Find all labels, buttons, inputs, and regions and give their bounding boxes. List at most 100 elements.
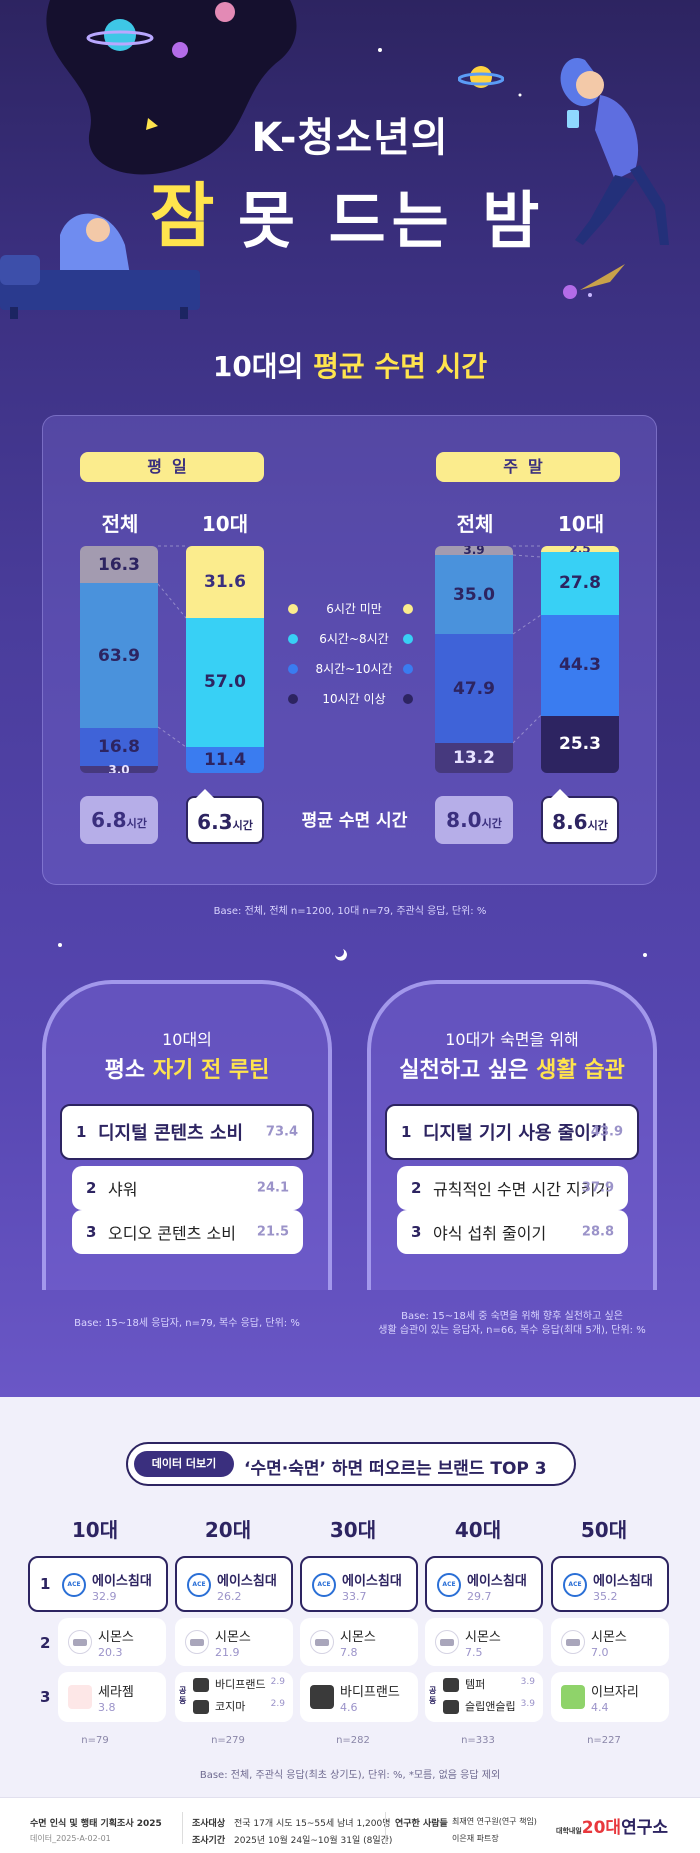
footer-report: 수면 인식 및 행태 기획조사 2025	[30, 1819, 162, 1829]
sample-size-label: n=79	[81, 1735, 109, 1746]
bar-segment: 2.5	[541, 546, 619, 556]
simmons-mattress-icon	[310, 1630, 334, 1654]
legend-item: 10시간 이상	[288, 686, 413, 716]
brand-value: 3.8	[98, 1701, 116, 1714]
brand-value: 21.9	[215, 1646, 240, 1659]
rank-number: 3	[411, 1223, 422, 1241]
brand-name: 시몬스	[215, 1630, 251, 1645]
rank-number: 1	[40, 1575, 51, 1593]
brand-logo-icon	[310, 1685, 334, 1709]
brand-value: 29.7	[467, 1590, 492, 1603]
sample-size-label: n=333	[461, 1735, 495, 1746]
weekday-label: 평일	[80, 452, 264, 482]
brand-card-rank-2: 시몬스 20.3	[58, 1618, 166, 1666]
bar-segment: 63.9	[80, 583, 158, 729]
brand-card-rank-3: 공동 템퍼 3.9 슬립앤슬립 3.9	[425, 1672, 543, 1722]
routine-left-head-a: 평소	[104, 1058, 146, 1083]
rank-name: 샤워	[108, 1180, 138, 1199]
footer-people-label: 연구한 사람들	[395, 1819, 448, 1829]
legend-label: 6시간~8시간	[319, 632, 389, 646]
research-lab-logo: 대학내일20대연구소	[556, 1813, 668, 1838]
footer-period-label: 조사기간	[192, 1836, 226, 1846]
age-column-heading: 40대	[454, 1518, 502, 1542]
routine-right-head-b: 생활 습관	[536, 1058, 625, 1083]
routine-right-head-a: 실천하고 싶은	[399, 1058, 529, 1083]
routine-right-head: 실천하고 싶은 생활 습관	[367, 1052, 657, 1084]
legend-dot-left	[288, 694, 298, 704]
rank-number: 3	[86, 1223, 97, 1241]
age-column-heading: 30대	[329, 1518, 377, 1542]
bar-segment: 35.0	[435, 554, 513, 635]
bar-segment: 57.0	[186, 617, 264, 748]
avg-box-all-weekend: 8.0시간	[435, 796, 513, 844]
brand-value: 3.9	[520, 1677, 535, 1687]
rank-number: 2	[411, 1179, 422, 1197]
rank-value: 43.9	[590, 1124, 623, 1140]
brand-value: 33.7	[342, 1590, 367, 1603]
bar-segment: 3.9	[435, 546, 513, 557]
footer-code: 데이터_2025-A-02-01	[30, 1834, 111, 1843]
rank-name: 규칙적인 수면 시간 지키기	[433, 1180, 611, 1199]
rank-value: 73.4	[265, 1124, 298, 1140]
footer-period: 2025년 10월 24일~10월 31일 (8일간)	[234, 1836, 393, 1846]
footer	[0, 1797, 700, 1853]
legend-dot-right	[403, 694, 413, 704]
ace-bed-logo-icon: ACE	[62, 1573, 86, 1597]
ace-bed-logo-icon: ACE	[437, 1573, 461, 1597]
section-title-prefix: 10대의	[212, 350, 304, 383]
brand-card-rank-2: 시몬스 7.8	[300, 1618, 418, 1666]
ace-bed-logo-icon: ACE	[187, 1573, 211, 1597]
bar-segment: 25.3	[541, 715, 619, 773]
co-rank-label: 공동	[179, 1686, 187, 1705]
brand-value: 2.9	[270, 1699, 285, 1709]
brand-name: 에이스침대	[92, 1574, 152, 1589]
stacked-bar: 2.527.844.325.3	[541, 546, 619, 773]
rank-number: 2	[86, 1179, 97, 1197]
bar-segment: 16.3	[80, 546, 158, 583]
brand-card-rank-3: 바디프랜드 4.6	[300, 1672, 418, 1722]
brand-card-rank-3: 이브자리 4.4	[551, 1672, 669, 1722]
brand-name: 슬립앤슬립	[465, 1700, 516, 1713]
speech-tail	[551, 789, 569, 798]
col-head-teen-weekday: 10대	[201, 512, 249, 536]
brand-card-rank-3: 세라젬 3.8	[58, 1672, 166, 1722]
avg-box-teen-weekend: 8.6시간	[541, 789, 619, 844]
legend-dot-left	[288, 664, 298, 674]
routine-right-rank-3: 3 야식 섭취 줄이기 28.8	[397, 1210, 628, 1254]
bar-segment: 3.0	[80, 763, 158, 773]
section-title-sleep-time: 10대의 평균 수면 시간	[0, 345, 700, 385]
routine-right-sub: 10대가 숙면을 위해	[445, 1030, 579, 1049]
routine-left-sub: 10대의	[162, 1030, 212, 1049]
legend-item: 6시간 미만	[288, 596, 413, 626]
footer-divider	[182, 1812, 183, 1844]
routine-right-base-1: Base: 15~18세 중 숙면을 위해 향후 실천하고 싶은	[401, 1311, 623, 1322]
hero-section: K-청소년의 잠 못 드는 밤 10대의 평균 수면 시간 평일 주말 전체 1…	[0, 0, 700, 1397]
bar-segment: 31.6	[186, 546, 264, 618]
brand-name: 이브자리	[591, 1685, 639, 1700]
weekend-label: 주말	[436, 452, 620, 482]
legend-dot-right	[403, 664, 413, 674]
avg-box-teen-weekday: 6.3시간	[186, 789, 264, 844]
col-head-teen-weekend: 10대	[557, 512, 605, 536]
routine-left-head: 평소 자기 전 루틴	[42, 1052, 332, 1084]
speech-tail	[196, 789, 214, 798]
bar-connector-lines	[157, 545, 542, 748]
avg-unit: 시간	[587, 819, 608, 832]
stacked-bar: 31.6 57.0 11.4	[186, 546, 264, 773]
stacked-bar: 3.9 35.0 47.9 13.2	[435, 546, 513, 773]
rank-value: 21.5	[256, 1224, 289, 1240]
rank-number: 2	[40, 1634, 51, 1652]
avg-value: 6.3	[197, 810, 233, 834]
avg-unit: 시간	[481, 817, 502, 830]
rank-value: 37.9	[581, 1180, 614, 1196]
bar-segment: 47.9	[435, 634, 513, 744]
brand-logo-icon	[443, 1700, 459, 1714]
rank-name: 디지털 콘텐츠 소비	[98, 1123, 244, 1144]
brand-name: 에이스침대	[467, 1574, 527, 1589]
sample-size-label: n=227	[587, 1735, 621, 1746]
sample-size-label: n=282	[336, 1735, 370, 1746]
section-title-highlight: 평균 수면 시간	[313, 350, 488, 383]
brand-card-rank-1: ACE 에이스침대 26.2	[175, 1556, 293, 1612]
brand-name: 시몬스	[465, 1630, 501, 1645]
